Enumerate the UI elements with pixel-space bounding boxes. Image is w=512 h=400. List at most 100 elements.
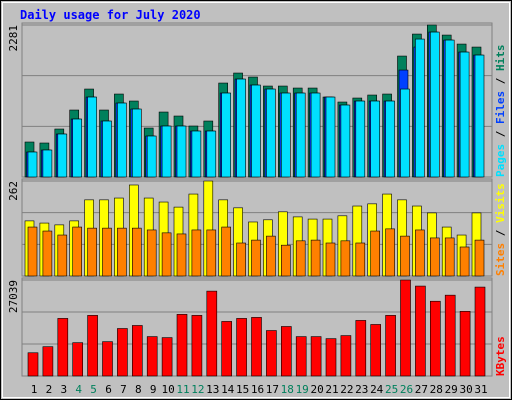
bar: [221, 321, 232, 377]
bar: [295, 336, 307, 377]
bar: [266, 330, 277, 377]
bar: [385, 315, 396, 377]
legend-entry: Files: [494, 91, 507, 124]
bar: [385, 100, 395, 178]
bar: [102, 227, 112, 277]
bar: [325, 242, 336, 277]
x-tick-label: 12: [191, 383, 204, 396]
x-tick-label: 21: [325, 383, 338, 396]
bar: [280, 92, 291, 178]
legend: Pages / Files / Hits: [494, 45, 507, 178]
x-tick-label: 25: [385, 383, 398, 396]
bar: [415, 229, 425, 277]
bar: [27, 226, 38, 277]
bar: [132, 227, 142, 277]
bar: [72, 226, 82, 277]
bar: [57, 234, 68, 277]
bar: [191, 315, 203, 377]
bar: [280, 244, 291, 277]
x-tick-label: 29: [445, 383, 458, 396]
bar: [400, 235, 410, 277]
legend-separator: /: [494, 71, 507, 91]
x-tick-label: 30: [459, 383, 472, 396]
bar: [146, 135, 157, 178]
bar: [236, 78, 246, 178]
bar: [415, 38, 425, 178]
x-tick-label: 31: [474, 383, 487, 396]
bar: [355, 320, 367, 377]
x-tick-label: 8: [135, 383, 142, 396]
bar: [191, 130, 202, 178]
x-tick-label: 17: [266, 383, 279, 396]
x-tick-label: 16: [251, 383, 264, 396]
y-tick-label: 27039: [7, 280, 20, 313]
bar: [176, 314, 188, 377]
bar: [385, 228, 395, 277]
bar: [251, 84, 261, 178]
x-tick-label: 7: [120, 383, 127, 396]
bar: [340, 104, 351, 178]
bar: [42, 149, 53, 178]
bar: [355, 242, 366, 277]
bar: [444, 294, 456, 377]
bar: [87, 315, 98, 377]
bar: [236, 318, 247, 377]
bar: [87, 227, 97, 277]
y-tick-label: 2281: [7, 25, 20, 52]
legend: KBytes: [494, 336, 507, 376]
x-tick-label: 28: [430, 383, 443, 396]
bar: [146, 229, 157, 277]
x-tick-label: 10: [161, 383, 174, 396]
legend-entry: KBytes: [494, 336, 507, 376]
x-tick-label: 2: [46, 383, 53, 396]
bar: [87, 96, 97, 178]
bar: [340, 335, 352, 377]
x-tick-label: 9: [150, 383, 157, 396]
x-tick-label: 1: [31, 383, 38, 396]
bar: [251, 239, 261, 277]
bar: [27, 151, 38, 178]
x-tick-label: 18: [281, 383, 294, 396]
bar: [266, 235, 276, 277]
bar: [72, 118, 82, 178]
bar: [57, 318, 69, 377]
legend-separator: /: [494, 223, 507, 243]
x-tick-label: 15: [236, 383, 249, 396]
bar: [102, 120, 112, 178]
bar: [161, 125, 172, 178]
legend-entry: Sites: [494, 243, 507, 276]
x-tick-label: 23: [355, 383, 368, 396]
bar: [206, 290, 218, 377]
x-tick-label: 6: [105, 383, 112, 396]
bar: [370, 230, 381, 277]
bar: [117, 102, 127, 178]
legend-separator: /: [494, 124, 507, 144]
bar: [415, 285, 426, 377]
bar: [429, 237, 440, 277]
bar: [221, 226, 231, 277]
x-tick-label: 26: [400, 383, 413, 396]
bar: [251, 317, 262, 377]
bar: [459, 51, 470, 178]
x-tick-label: 13: [206, 383, 219, 396]
bar: [27, 352, 39, 377]
x-tick-label: 3: [60, 383, 67, 396]
bar: [42, 346, 54, 377]
bar: [370, 100, 381, 178]
bar: [236, 242, 246, 277]
bar: [355, 100, 366, 178]
bar: [132, 108, 142, 178]
bar: [474, 239, 485, 277]
bar: [176, 233, 187, 277]
bar: [459, 311, 471, 377]
bar: [444, 237, 455, 277]
bar: [429, 31, 440, 178]
chart-title: Daily usage for July 2020: [20, 8, 201, 22]
bar: [132, 325, 143, 377]
legend-entry: Hits: [494, 45, 507, 72]
bar: [295, 240, 306, 277]
bar: [325, 96, 336, 178]
legend: Sites / Visits: [494, 183, 507, 276]
bar: [310, 336, 322, 377]
bar: [474, 286, 486, 377]
